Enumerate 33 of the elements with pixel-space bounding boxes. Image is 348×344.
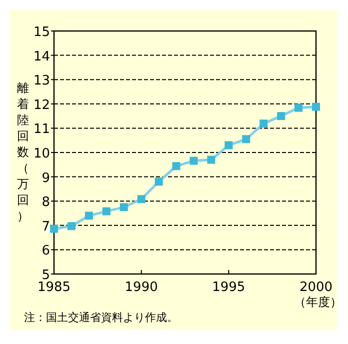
ylabel: 離着陸回数（万回） <box>17 81 29 223</box>
point <box>102 207 110 216</box>
y-tick-label: 10 <box>33 146 50 162</box>
y-tick-label: 13 <box>33 74 50 89</box>
point <box>172 162 180 170</box>
y-tick-label: 15 <box>33 25 50 40</box>
x-tick-label: 2000 <box>299 280 333 295</box>
y-tick-label: 7 <box>42 219 50 234</box>
point <box>260 120 268 128</box>
annotation: 注：国土交通省資料より作成。 <box>24 311 178 324</box>
x-tick-label: 1985 <box>37 280 71 295</box>
y-tick-label: 9 <box>42 170 50 186</box>
point <box>190 156 198 165</box>
x-tick-label: 1995 <box>212 280 246 295</box>
y-tick-label: 12 <box>33 98 50 113</box>
point <box>207 156 216 164</box>
point <box>277 112 286 120</box>
point <box>224 141 233 150</box>
point <box>50 224 58 233</box>
point <box>84 212 93 220</box>
point <box>137 195 146 204</box>
point <box>67 222 76 230</box>
xlabel: （年度） <box>294 295 342 309</box>
point <box>312 102 320 111</box>
point <box>242 135 250 144</box>
point <box>154 178 163 186</box>
y-tick-label: 11 <box>33 122 50 138</box>
point <box>294 104 303 112</box>
x-tick-label: 1990 <box>124 280 158 295</box>
y-tick-label: 6 <box>42 244 50 259</box>
point <box>120 203 128 212</box>
y-tick-label: 8 <box>42 195 50 210</box>
y-tick-label: 14 <box>33 49 50 64</box>
